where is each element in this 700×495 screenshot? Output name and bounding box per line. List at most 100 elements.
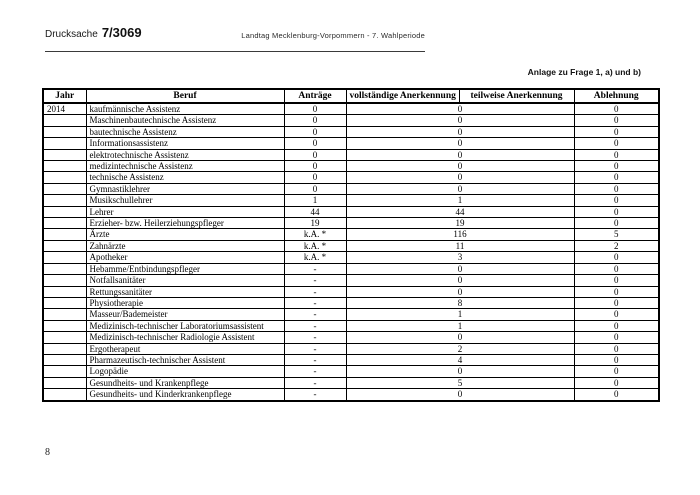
doc-header-right: Landtag Mecklenburg-Vorpommern - 7. Wahl…: [241, 31, 425, 40]
cell-beruf: bautechnische Assistenz: [85, 125, 285, 139]
table-row: medizintechnische Assistenz 0 0 0: [42, 160, 660, 173]
cell-antraege: 0: [283, 125, 347, 139]
table-row: Musikschullehrer 1 1 0: [42, 194, 660, 207]
cell-anerkennung: 19: [345, 217, 575, 230]
cell-beruf: Medizinisch-technischer Laboratoriumsass…: [85, 319, 285, 333]
cell-ablehnung: 0: [573, 388, 660, 402]
header-divider-rule: [45, 51, 425, 52]
cell-ablehnung: 0: [573, 137, 660, 150]
cell-antraege: k.A. *: [283, 251, 347, 264]
cell-beruf: Logopädie: [85, 365, 285, 378]
cell-ablehnung: 0: [573, 365, 660, 378]
cell-ablehnung: 0: [573, 274, 660, 287]
table-row: Gesundheits- und Krankenpflege -5 0: [42, 376, 660, 390]
table-row: Rettungssanitäter -0 0: [42, 285, 660, 298]
cell-ablehnung: 0: [573, 217, 660, 230]
cell-beruf: Zahnärzte: [85, 239, 285, 253]
cell-ablehnung: 0: [573, 148, 660, 162]
table-row: Ärzte k.A. * 116 5: [42, 228, 660, 241]
cell-jahr: [42, 274, 87, 287]
cell-antraege: 0: [283, 171, 347, 184]
cell-antraege: -: [283, 296, 347, 310]
cell-beruf: elektrotechnische Assistenz: [85, 148, 285, 162]
table-row: bautechnische Assistenz 0 0 0: [42, 125, 660, 139]
cell-antraege: 0: [283, 160, 347, 173]
cell-antraege: 0: [283, 182, 347, 196]
cell-ablehnung: 5: [573, 228, 660, 241]
cell-anerkennung: 0: [345, 285, 575, 298]
table-row: Physiotherapie -8 0: [42, 296, 660, 310]
cell-beruf: Physiotherapie: [85, 296, 285, 310]
cell-jahr: [42, 319, 87, 333]
cell-beruf: Gesundheits- und Krankenpflege: [85, 376, 285, 390]
cell-antraege: -: [283, 331, 347, 344]
cell-jahr: [42, 353, 87, 367]
cell-ablehnung: 0: [573, 319, 660, 333]
cell-beruf: Erzieher- bzw. Heilerziehungspfleger: [85, 217, 285, 230]
cell-jahr: [42, 148, 87, 162]
cell-ablehnung: 0: [573, 376, 660, 390]
table-row: elektrotechnische Assistenz 0 0 0: [42, 148, 660, 162]
cell-ablehnung: 0: [573, 114, 660, 127]
col-header-jahr: Jahr: [42, 88, 87, 104]
table-row: Hebamme/Entbindungspfleger -0 0: [42, 262, 660, 276]
cell-beruf: Apotheker: [85, 251, 285, 264]
cell-beruf: Maschinenbautechnische Assistenz: [85, 114, 285, 127]
table-row: Apotheker k.A. * 3 0: [42, 251, 660, 264]
cell-beruf: Lehrer: [85, 205, 285, 219]
recognition-table-wrap: Jahr Beruf Anträge vollständige Anerkenn…: [42, 88, 660, 402]
cell-anerkennung: 44: [345, 205, 575, 219]
cell-jahr: [42, 342, 87, 355]
table-row: Maschinenbautechnische Assistenz 0 0 0: [42, 114, 660, 127]
cell-jahr: [42, 285, 87, 298]
cell-antraege: -: [283, 308, 347, 321]
cell-ablehnung: 0: [573, 285, 660, 298]
recognition-table: Jahr Beruf Anträge vollständige Anerkenn…: [42, 88, 660, 402]
cell-beruf: Gymnastiklehrer: [85, 182, 285, 196]
cell-beruf: Gesundheits- und Kinderkrankenpflege: [85, 388, 285, 402]
table-header-row: Jahr Beruf Anträge vollständige Anerkenn…: [42, 88, 660, 104]
cell-antraege: -: [283, 342, 347, 355]
cell-anerkennung: 11: [345, 239, 575, 253]
cell-antraege: 0: [283, 137, 347, 150]
cell-antraege: -: [283, 353, 347, 367]
table-row: Lehrer 44 44 0: [42, 205, 660, 219]
cell-jahr: [42, 251, 87, 264]
cell-beruf: Masseur/Bademeister: [85, 308, 285, 321]
cell-antraege: 0: [283, 102, 347, 116]
table-row: Informationsassistenz 0 0 0: [42, 137, 660, 150]
cell-beruf: Hebamme/Entbindungspfleger: [85, 262, 285, 276]
cell-beruf: Ärzte: [85, 228, 285, 241]
table-row: Medizinisch-technischer Laboratoriumsass…: [42, 319, 660, 333]
cell-anerkennung: 0: [345, 114, 575, 127]
cell-jahr: [42, 262, 87, 276]
cell-ablehnung: 2: [573, 239, 660, 253]
cell-anerkennung: 0: [345, 262, 575, 276]
cell-anerkennung: 0: [345, 388, 575, 402]
cell-antraege: -: [283, 262, 347, 276]
cell-jahr: [42, 376, 87, 390]
cell-anerkennung: 0: [345, 365, 575, 378]
table-row: Notfallsanitäter -0 0: [42, 274, 660, 287]
cell-jahr: [42, 171, 87, 184]
table-row: Gymnastiklehrer 0 0 0: [42, 182, 660, 196]
cell-jahr: [42, 239, 87, 253]
cell-ablehnung: 0: [573, 262, 660, 276]
cell-antraege: 0: [283, 148, 347, 162]
cell-antraege: 1: [283, 194, 347, 207]
cell-beruf: Ergotherapeut: [85, 342, 285, 355]
cell-jahr: [42, 194, 87, 207]
col-header-teilweise-anerkennung: teilweise Anerkennung: [458, 88, 575, 104]
table-row: Erzieher- bzw. Heilerziehungspfleger 19 19…: [42, 217, 660, 230]
annotation-anlage: Anlage zu Frage 1, a) und b): [527, 67, 641, 77]
cell-ablehnung: 0: [573, 251, 660, 264]
table-row: Gesundheits- und Kinderkrankenpflege -0 0: [42, 388, 660, 402]
cell-anerkennung: 0: [345, 160, 575, 173]
table-row: technische Assistenz 0 0 0: [42, 171, 660, 184]
cell-ablehnung: 0: [573, 308, 660, 321]
cell-anerkennung: 0: [345, 182, 575, 196]
cell-ablehnung: 0: [573, 194, 660, 207]
cell-antraege: 0: [283, 114, 347, 127]
cell-antraege: 44: [283, 205, 347, 219]
cell-anerkennung: 1: [345, 194, 575, 207]
